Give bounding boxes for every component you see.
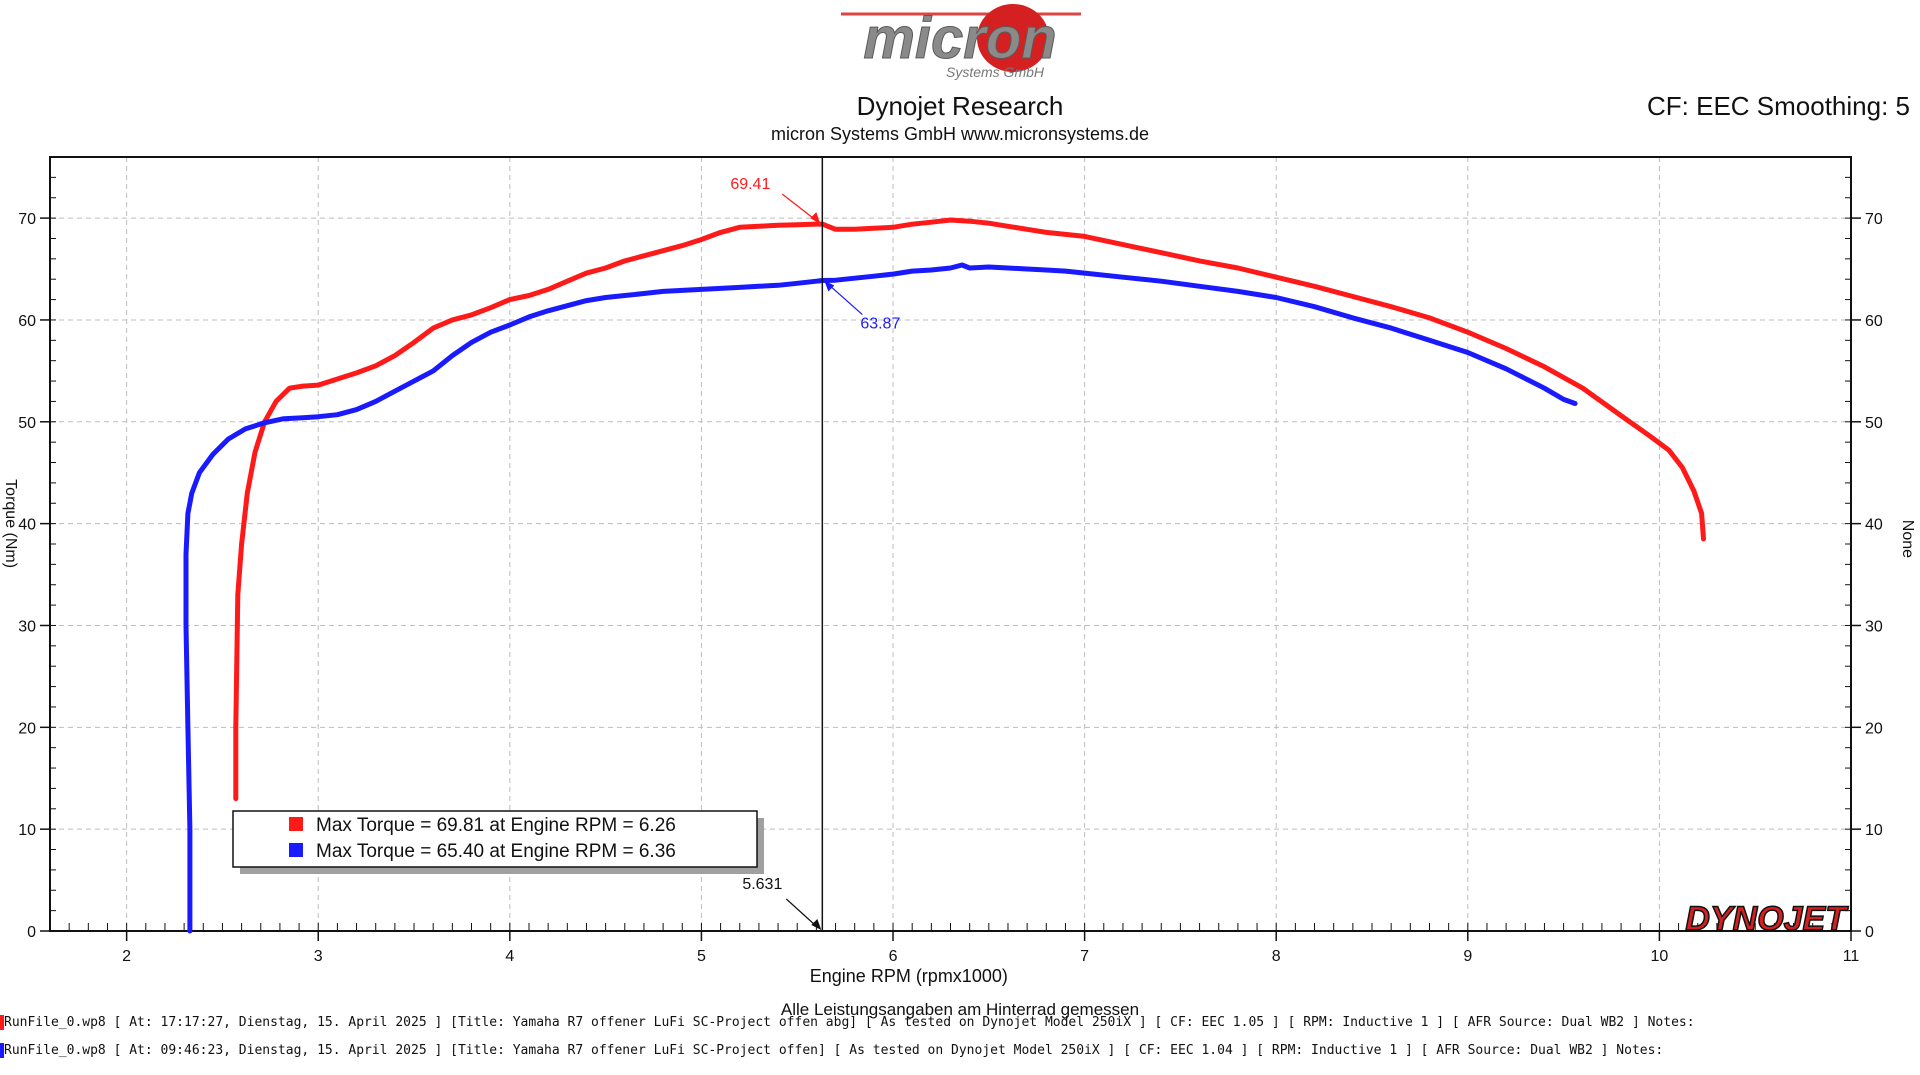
- x-tick-label: 11: [1843, 948, 1860, 965]
- x-tick-label: 3: [314, 948, 323, 965]
- legend-swatch-red: [289, 817, 303, 831]
- axis-labels: 2 3 4 5 6 7 8 9 10 11 0 0 10 10 20 20 30 30 40 40 50 50 60 60 70…: [2, 211, 1916, 986]
- y-tick-label-left: 50: [18, 415, 36, 432]
- run-info-blue: RunFile_0.wp8 [ At: 09:46:23, Dienstag, …: [0, 1043, 1663, 1058]
- x-tick-label: 4: [505, 948, 514, 965]
- series-line-red: [233, 217, 1706, 802]
- y-tick-label-right: 30: [1865, 618, 1883, 635]
- annotation-blue-arrow: [825, 282, 863, 315]
- legend-entry-red: Max Torque = 69.81 at Engine RPM = 6.26: [316, 815, 676, 836]
- x-tick-label: 9: [1463, 948, 1472, 965]
- run-info-red: RunFile_0.wp8 [ At: 17:17:27, Dienstag, …: [0, 1015, 1695, 1030]
- y-tick-label-right: 0: [1865, 924, 1874, 941]
- chart-title: Dynojet Research: [856, 91, 1064, 121]
- annotation-blue-arrowhead: [824, 280, 835, 292]
- annotation-cursor-arrow: [785, 898, 819, 929]
- x-tick-label: 2: [122, 948, 131, 965]
- annotation-red-arrowhead: [810, 212, 821, 225]
- y-axis-label-left: Torque (Nm): [2, 479, 19, 568]
- y-tick-label-right: 40: [1865, 517, 1883, 534]
- annotation-blue-value: 63.87: [860, 316, 900, 333]
- x-tick-label: 8: [1272, 948, 1281, 965]
- footer-note: Alle Leistungsangaben am Hinterrad gemes…: [780, 1000, 1140, 1019]
- series-lines: [183, 217, 1706, 934]
- x-tick-label: 5: [697, 948, 706, 965]
- chart-subtitle: micron Systems GmbH www.micronsystems.de: [770, 124, 1150, 144]
- y-tick-label-left: 10: [18, 822, 36, 839]
- y-tick-label-left: 30: [18, 618, 36, 635]
- logo-text: micron: [863, 6, 1056, 71]
- y-tick-label-right: 20: [1865, 720, 1883, 737]
- legend: Max Torque = 69.81 at Engine RPM = 6.26 …: [232, 810, 764, 874]
- legend-swatch-blue: [289, 843, 303, 857]
- axis-ticks: [40, 156, 1861, 941]
- y-tick-label-left: 70: [18, 211, 36, 228]
- y-tick-label-left: 60: [18, 313, 36, 330]
- y-tick-label-right: 70: [1865, 211, 1883, 228]
- cursor: 69.41 63.87 5.631: [730, 157, 900, 931]
- y-tick-label-left: 0: [27, 924, 36, 941]
- y-tick-label-left: 40: [18, 517, 36, 534]
- logo-subtext: Systems GmbH: [946, 64, 1045, 80]
- y-axis-label-right: None: [1899, 520, 1916, 558]
- micron-logo: micron Systems GmbH: [841, 4, 1081, 80]
- annotation-cursor-arrowhead: [811, 919, 822, 930]
- annotation-cursor-x: 5.631: [742, 876, 782, 893]
- x-tick-label: 7: [1080, 948, 1089, 965]
- series-line-blue: [183, 262, 1578, 934]
- legend-entry-blue: Max Torque = 65.40 at Engine RPM = 6.36: [316, 841, 676, 862]
- x-axis-label: Engine RPM (rpmx1000): [810, 966, 1008, 986]
- y-tick-label-right: 50: [1865, 415, 1883, 432]
- correction-factor-info: CF: EEC Smoothing: 5: [1647, 91, 1910, 121]
- x-tick-label: 6: [889, 948, 898, 965]
- y-tick-label-right: 60: [1865, 313, 1883, 330]
- annotation-red-value: 69.41: [730, 176, 770, 193]
- x-tick-label: 10: [1651, 948, 1669, 965]
- y-tick-label-left: 20: [18, 720, 36, 737]
- y-tick-label-right: 10: [1865, 822, 1883, 839]
- dynojet-logo: DYNOJET: [1685, 900, 1849, 938]
